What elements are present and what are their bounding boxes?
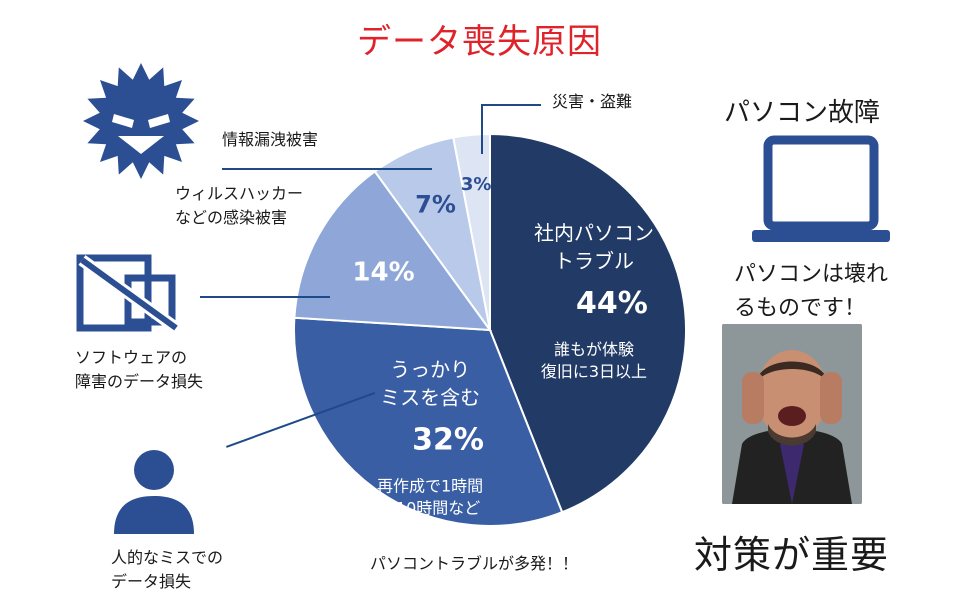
leader-leak [222, 168, 432, 170]
slice-value-3: 14% [352, 258, 414, 288]
laptop-icon [752, 135, 890, 242]
pc-note: パソコンは壊れ るものです！ [734, 262, 889, 321]
pie-slice-1 [489, 132, 687, 514]
leader-software [200, 296, 330, 298]
slice-label-2: うっかり [390, 357, 470, 381]
callout-software: ソフトウェアの 障害のデータ損失 [75, 348, 204, 391]
pc-failure-title: パソコン故障 [724, 98, 881, 128]
slice-value-5: 3% [461, 174, 492, 195]
slice-value-4: 7% [415, 190, 456, 218]
pie-slice-5 [452, 132, 491, 331]
slice-note-2: 再作成で1時間 [377, 476, 483, 495]
callout-human: 人的なミスでの データ損失 [111, 548, 224, 591]
leader-disaster-v [481, 104, 483, 154]
slice-note-2: ～10時間など [380, 498, 480, 517]
callout-disaster: 災害・盗難 [552, 92, 633, 111]
slice-note-1: 復旧に3日以上 [541, 362, 647, 381]
slice-note-1: 誰もが体験 [554, 340, 634, 359]
callout-virus: ウィルスハッカー などの感染被害 [175, 184, 304, 227]
slice-value-1: 44% [576, 286, 648, 321]
countermeasure-heading: 対策が重要 [694, 533, 890, 577]
slice-label-1: トラブル [554, 249, 634, 273]
broken-window-icon [76, 254, 180, 333]
person-icon [114, 450, 194, 534]
bottom-note: パソコントラブルが多発！！ [370, 554, 579, 573]
slice-label-1: 社内パソコン [534, 221, 654, 245]
pie-slice-2 [293, 316, 564, 527]
slice-value-2: 32% [412, 422, 484, 457]
callout-leak: 情報漏洩被害 [222, 130, 319, 149]
leader-disaster-h [481, 104, 541, 106]
slice-label-2: ミスを含む [380, 385, 480, 409]
stressed-man-photo [722, 324, 862, 504]
pie-slice-3 [293, 170, 493, 332]
virus-icon [83, 63, 199, 179]
page-title: データ喪失原因 [357, 22, 602, 62]
